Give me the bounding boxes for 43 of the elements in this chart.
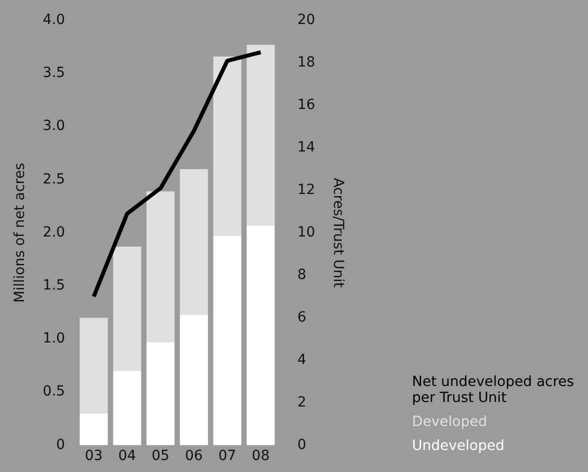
- x-tick-label: 04: [118, 448, 136, 464]
- y2-tick-label: 6: [297, 309, 306, 326]
- y-tick-label: 0: [56, 436, 66, 453]
- y2-tick-label: 14: [297, 139, 316, 156]
- bar: [113, 370, 142, 446]
- y2-axis-title: Acres/Trust Unit: [330, 178, 346, 288]
- x-tick-label: 03: [84, 448, 103, 464]
- bar: [213, 56, 242, 236]
- bar: [146, 342, 175, 446]
- x-tick-label: 08: [252, 448, 270, 464]
- y-tick-label: 3.5: [42, 65, 66, 82]
- y2-tick-label: 18: [297, 54, 316, 71]
- y2-tick-label: 8: [297, 266, 306, 283]
- bar: [246, 225, 275, 446]
- y2-tick-label: 20: [297, 12, 316, 28]
- text: Undeveloped: [412, 438, 506, 454]
- y2-tick-label: 16: [297, 97, 316, 113]
- y-tick-label: 1.5: [42, 278, 66, 294]
- y2-tick-label: 12: [297, 182, 316, 198]
- y-tick-label: 0.5: [42, 384, 66, 400]
- y-tick-label: 4.0: [42, 12, 66, 28]
- y-tick-label: 2.5: [42, 171, 66, 188]
- text: Developed: [412, 414, 488, 430]
- bar: [180, 169, 208, 315]
- y-tick-label: 1.0: [42, 330, 66, 347]
- bar: [180, 314, 208, 446]
- bar: [213, 236, 242, 446]
- x-tick-label: 06: [185, 448, 203, 464]
- y2-tick-label: 10: [297, 224, 316, 240]
- bar: [146, 191, 175, 342]
- bar: [80, 413, 108, 446]
- y-axis-title: Millions of net acres: [12, 162, 28, 303]
- y-tick-label: 2.0: [42, 224, 66, 240]
- bar: [80, 318, 108, 414]
- x-tick-label: 07: [218, 448, 236, 464]
- y-tick-label: 3.0: [42, 118, 66, 134]
- bar: [113, 246, 142, 371]
- y2-tick-label: 0: [297, 436, 306, 453]
- y2-tick-label: 2: [297, 394, 306, 410]
- x-tick-label: 05: [152, 448, 170, 464]
- y2-tick-label: 4: [297, 352, 306, 368]
- bar: [246, 44, 275, 226]
- text: Net undeveloped acres per Trust Unit: [412, 374, 576, 406]
